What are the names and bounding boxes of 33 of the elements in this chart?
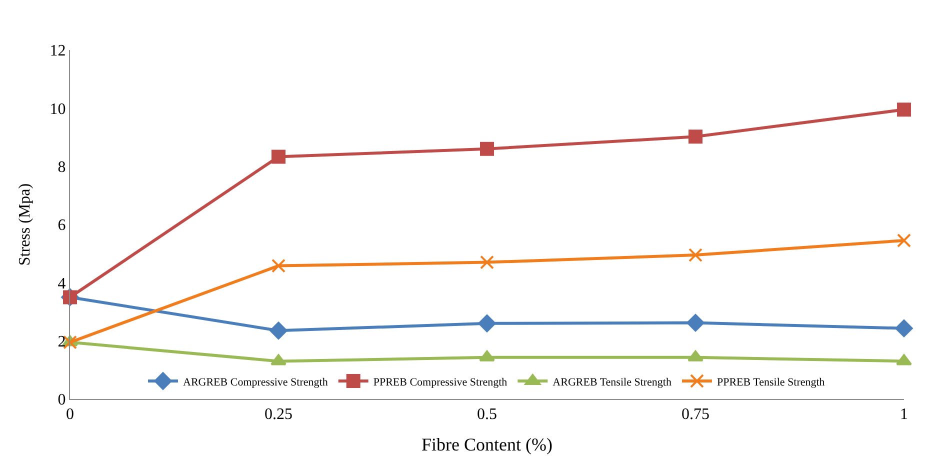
point (480, 255, 494, 270)
point (272, 150, 286, 164)
point (686, 314, 704, 332)
point (896, 354, 912, 366)
point (478, 314, 496, 332)
y-tick-label: 12 (50, 42, 66, 60)
y-tick-label: 4 (58, 275, 66, 292)
point (688, 130, 702, 144)
point (479, 350, 495, 362)
point (480, 142, 494, 156)
point (895, 320, 913, 338)
point (897, 102, 911, 117)
legend-label: PPREB Compressive Strength (373, 376, 508, 388)
point (897, 234, 911, 248)
point (270, 354, 286, 366)
point (688, 248, 702, 262)
legend-label: PPREB Tensile Strength (716, 376, 826, 388)
y-tick-label: 8 (58, 158, 66, 176)
legend-label: ARGREB Tensile Strength (552, 376, 672, 388)
y-tick-label: 2 (58, 333, 66, 350)
x-tick-label: 0.5 (477, 406, 497, 424)
y-tick-label: 0 (58, 392, 66, 409)
point (272, 258, 286, 273)
point (688, 350, 704, 362)
x-axis-title: Fibre Content (%) (422, 434, 552, 454)
x-tick-label: 0.25 (264, 406, 292, 424)
x-tick-label: 0.75 (682, 406, 710, 424)
legend-label: ARGREB Compressive Strength (183, 376, 328, 388)
point (270, 322, 288, 340)
y-tick-label: 10 (50, 100, 66, 118)
y-axis-title: Stress (Mpa) (16, 183, 34, 266)
y-tick-label: 6 (58, 217, 66, 234)
x-tick-label: 1 (900, 406, 908, 424)
